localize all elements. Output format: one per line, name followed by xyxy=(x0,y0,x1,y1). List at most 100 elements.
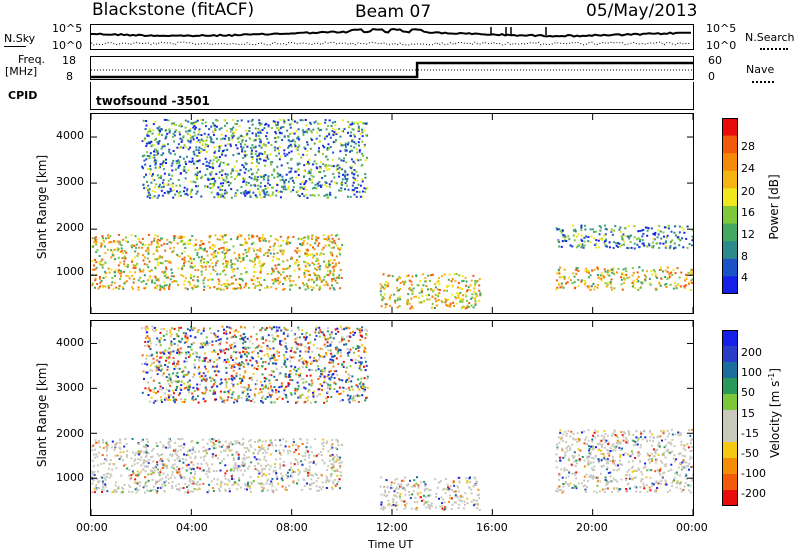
heat-cell-1 xyxy=(353,193,356,196)
heat-cell-0 xyxy=(328,459,331,462)
heat-cell-0 xyxy=(91,491,94,494)
heat-cell-1 xyxy=(154,120,157,123)
heat-cell-1 xyxy=(348,401,351,404)
heat-cell-1 xyxy=(252,372,255,375)
heat-cell-0 xyxy=(236,488,239,491)
heat-cell-0 xyxy=(192,258,195,260)
heat-cell-1 xyxy=(145,371,148,374)
heat-cell-1 xyxy=(172,389,175,392)
heat-cell-1 xyxy=(275,368,278,371)
heat-cell-1 xyxy=(287,139,290,142)
heat-cell-1 xyxy=(297,146,300,149)
heat-cell-0 xyxy=(130,457,133,460)
heat-cell-1 xyxy=(315,120,317,123)
heat-cell-0 xyxy=(148,459,151,462)
heat-cell-1 xyxy=(296,121,299,124)
heat-cell-0 xyxy=(257,482,260,485)
heat-cell-0 xyxy=(227,283,230,286)
heat-cell-1 xyxy=(233,342,236,344)
heat-cell-2 xyxy=(388,296,391,299)
heat-cell-1 xyxy=(178,160,181,163)
heat-cell-1 xyxy=(225,191,228,194)
heat-cell-0 xyxy=(183,262,185,265)
heat-cell-3 xyxy=(558,276,561,279)
heat-cell-1 xyxy=(242,191,245,194)
heat-cell-0 xyxy=(206,254,209,257)
heat-cell-0 xyxy=(111,281,114,284)
heat-cell-0 xyxy=(125,274,128,277)
heat-cell-1 xyxy=(153,154,156,157)
heat-cell-1 xyxy=(277,149,280,152)
heat-cell-1 xyxy=(260,346,263,349)
heat-cell-1 xyxy=(244,194,247,197)
heat-cell-1 xyxy=(360,369,363,372)
heat-cell-0 xyxy=(338,478,341,481)
heat-cell-0 xyxy=(236,267,239,270)
heat-cell-1 xyxy=(361,178,364,181)
heat-cell-1 xyxy=(291,140,294,142)
heat-cell-1 xyxy=(185,171,188,174)
heat-cell-1 xyxy=(324,184,327,187)
heat-cell-1 xyxy=(285,178,287,181)
heat-cell-0 xyxy=(178,445,181,448)
heat-cell-0 xyxy=(308,473,311,476)
heat-cell-0 xyxy=(133,244,136,247)
heat-cell-0 xyxy=(206,464,209,467)
heat-cell-1 xyxy=(242,177,245,180)
heat-cell-0 xyxy=(156,240,159,242)
heat-cell-0 xyxy=(304,252,307,255)
heat-cell-0 xyxy=(156,463,159,466)
heat-cell-0 xyxy=(192,476,195,479)
heat-cell-1 xyxy=(357,127,360,130)
heat-cell-1 xyxy=(329,136,332,139)
heat-cell-3 xyxy=(632,271,635,274)
heat-cell-0 xyxy=(254,441,257,443)
heat-cell-1 xyxy=(259,193,262,196)
heat-cell-4 xyxy=(668,227,670,230)
heat-cell-0 xyxy=(222,444,225,447)
heat-cell-1 xyxy=(228,184,230,187)
heat-cell-0 xyxy=(154,480,157,483)
heat-cell-0 xyxy=(244,238,246,241)
heat-cell-3 xyxy=(589,274,592,277)
heat-cell-0 xyxy=(314,472,317,475)
heat-cell-0 xyxy=(113,248,116,251)
heat-cell-1 xyxy=(173,140,176,143)
heat-cell-1 xyxy=(306,361,309,364)
heat-cell-2 xyxy=(470,297,473,300)
heat-cell-4 xyxy=(615,242,618,245)
heat-cell-1 xyxy=(291,179,294,182)
heat-cell-0 xyxy=(230,449,233,452)
heat-cell-1 xyxy=(303,386,306,389)
heat-cell-1 xyxy=(205,164,208,167)
heat-cell-0 xyxy=(117,256,120,259)
heat-cell-3 xyxy=(631,281,634,284)
heat-cell-0 xyxy=(317,259,320,262)
heat-cell-1 xyxy=(242,136,245,138)
heat-cell-1 xyxy=(172,159,175,162)
heat-cell-0 xyxy=(252,247,255,250)
heat-cell-1 xyxy=(294,140,297,143)
heat-cell-1 xyxy=(324,119,327,121)
heat-cell-0 xyxy=(116,240,119,243)
heat-cell-1 xyxy=(187,384,190,387)
heat-cell-0 xyxy=(303,260,305,263)
heat-cell-1 xyxy=(185,336,188,339)
heat-cell-1 xyxy=(310,168,313,171)
heat-cell-4 xyxy=(612,247,615,249)
velocity-heatmap xyxy=(91,321,693,515)
heat-cell-0 xyxy=(228,444,231,447)
heat-cell-1 xyxy=(168,398,171,401)
heat-cell-1 xyxy=(340,184,343,186)
heat-cell-0 xyxy=(230,468,233,471)
heat-cell-1 xyxy=(224,154,227,157)
heat-cell-1 xyxy=(190,190,192,193)
heat-cell-0 xyxy=(321,481,324,484)
heat-cell-1 xyxy=(267,362,270,365)
heat-cell-0 xyxy=(170,455,173,458)
heat-cell-3 xyxy=(664,283,667,286)
heat-cell-1 xyxy=(223,119,226,122)
heat-cell-1 xyxy=(327,396,329,398)
heat-cell-1 xyxy=(162,160,165,163)
heat-cell-0 xyxy=(287,241,290,243)
